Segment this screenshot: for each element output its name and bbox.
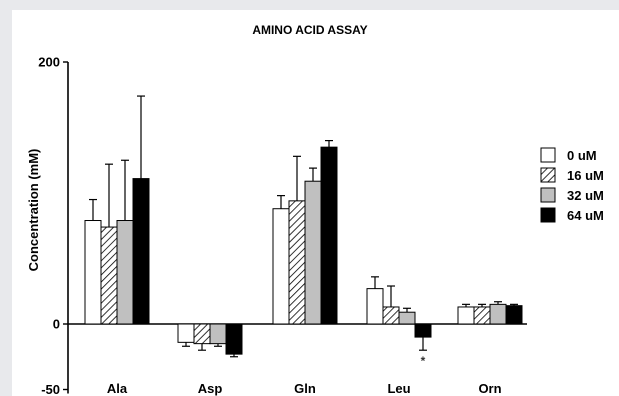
legend: 0 uM 16 uM 32 uM 64 uM xyxy=(540,147,604,223)
bar xyxy=(457,306,475,325)
bar xyxy=(398,311,416,325)
legend-swatch xyxy=(540,187,556,203)
y-tick-label: -50 xyxy=(41,382,60,396)
bar xyxy=(489,303,507,325)
legend-swatch xyxy=(540,207,556,223)
bar xyxy=(366,288,384,325)
y-tick-label: 0 xyxy=(53,317,60,332)
significance-marker: * xyxy=(421,354,426,368)
y-tick-labels: 200 0 -50 xyxy=(38,55,60,396)
chart-frame: AMINO ACID ASSAY Concentration (mM) Ala A… xyxy=(12,10,619,396)
x-tick-label: Leu xyxy=(387,381,410,396)
bar xyxy=(505,305,523,325)
legend-label: 16 uM xyxy=(567,168,604,183)
x-tick-label: Orn xyxy=(478,381,501,396)
chart-title: AMINO ACID ASSAY xyxy=(252,23,367,37)
bar xyxy=(272,208,290,325)
bar xyxy=(382,306,400,325)
bar xyxy=(288,200,306,325)
x-tick-label: Asp xyxy=(198,381,223,396)
bar xyxy=(414,323,432,338)
x-tick-label: Gln xyxy=(294,381,316,396)
y-tick-label: 200 xyxy=(38,55,60,70)
x-tick-labels: Ala Asp Gln Leu Orn xyxy=(107,381,502,396)
bar xyxy=(193,323,211,345)
y-axis-label: Concentration (mM) xyxy=(26,149,41,272)
bar xyxy=(177,323,195,343)
bar xyxy=(84,220,102,325)
bar xyxy=(304,180,322,325)
legend-label: 32 uM xyxy=(567,188,604,203)
legend-label: 64 uM xyxy=(567,208,604,223)
bar xyxy=(132,178,150,325)
bar xyxy=(209,323,227,345)
bars-group xyxy=(84,95,523,358)
legend-swatch xyxy=(540,167,556,183)
bar xyxy=(100,226,118,325)
bar-chart: AMINO ACID ASSAY Concentration (mM) Ala A… xyxy=(26,23,604,396)
x-tick-label: Ala xyxy=(107,381,128,396)
bar xyxy=(473,306,491,325)
bar xyxy=(225,323,243,355)
legend-label: 0 uM xyxy=(567,148,597,163)
annotations: * xyxy=(421,354,426,368)
bar xyxy=(320,146,338,325)
legend-swatch xyxy=(540,147,556,163)
bar xyxy=(116,220,134,325)
